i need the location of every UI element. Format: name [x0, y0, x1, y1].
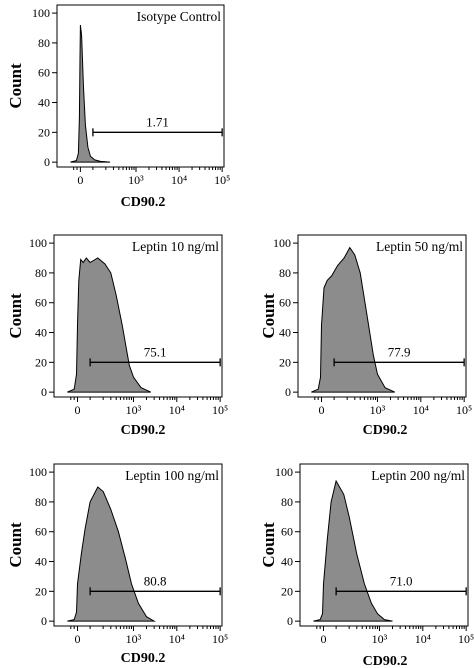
y-tick-label: 0: [41, 614, 47, 628]
y-tick-label: 80: [281, 495, 293, 509]
histogram-panel: 0 20 40 60 80 100 0 10³ 10⁴ 10⁵ 71.0 Leptin 200 ng/…: [259, 463, 474, 668]
x-tick-label: 0: [319, 403, 325, 417]
histogram-area: [67, 257, 151, 393]
gate-percentage: 80.8: [144, 573, 167, 588]
panel-title: Leptin 50 ng/ml: [376, 239, 463, 254]
y-tick-label: 100: [275, 465, 293, 479]
y-tick-label: 0: [285, 385, 291, 399]
plot-frame: [53, 234, 223, 398]
y-tick-label: 20: [279, 355, 291, 369]
x-axis-label: CD90.2: [121, 423, 166, 438]
histogram-panel: 0 20 40 60 80 100 0 10³ 10⁴ 10⁵ 80.8 Leptin 100 ng/…: [6, 463, 228, 666]
y-tick-label: 0: [41, 385, 47, 399]
y-tick-label: 80: [35, 495, 47, 509]
x-tick-label: 10³: [126, 632, 142, 646]
panel-title: Isotype Control: [137, 9, 222, 24]
x-tick-label: 10⁵: [214, 173, 230, 187]
panel-title: Leptin 10 ng/ml: [132, 239, 219, 254]
x-tick-label: 10⁵: [456, 403, 472, 417]
histogram-area: [70, 24, 111, 163]
panel-title: Leptin 100 ng/ml: [125, 468, 219, 483]
plot-frame: [56, 4, 225, 168]
y-axis-label: Count: [6, 63, 25, 109]
histogram-panel: 0 20 40 60 80 100 0 10³ 10⁴ 10⁵ 77.9 Leptin 50 ng/m…: [259, 234, 472, 438]
y-tick-label: 100: [32, 6, 50, 20]
gate-percentage: 1.71: [146, 114, 169, 129]
y-tick-label: 100: [29, 465, 47, 479]
x-tick-label: 10⁴: [171, 173, 187, 187]
x-tick-label: 10⁴: [169, 632, 185, 646]
x-tick-label: 10³: [372, 632, 388, 646]
x-tick-label: 10⁴: [413, 403, 429, 417]
histogram-area: [311, 246, 395, 393]
histogram-panel: 0 20 40 60 80 100 0 10³ 10⁴ 10⁵ 75.1 Leptin 10 ng/m…: [6, 234, 228, 438]
y-tick-label: 20: [35, 584, 47, 598]
y-tick-label: 0: [287, 614, 293, 628]
y-tick-label: 40: [38, 96, 50, 110]
x-tick-label: 10³: [126, 403, 142, 417]
y-tick-label: 100: [29, 236, 47, 250]
x-axis-label: CD90.2: [121, 651, 166, 666]
y-axis-label: Count: [6, 522, 25, 568]
y-tick-label: 0: [44, 155, 50, 169]
y-tick-label: 60: [35, 296, 47, 310]
histogram-area: [313, 479, 393, 622]
x-tick-label: 10³: [370, 403, 386, 417]
histogram-panel: 0 20 40 60 80 100 0 10³ 10⁴ 10⁵ 1.71 Isotype Contro…: [6, 4, 230, 210]
y-axis-label: Count: [259, 293, 278, 339]
y-tick-label: 60: [281, 525, 293, 539]
y-tick-label: 80: [38, 36, 50, 50]
x-tick-label: 0: [77, 173, 83, 187]
y-tick-label: 60: [38, 66, 50, 80]
x-tick-label: 10⁵: [212, 403, 228, 417]
y-axis-label: Count: [6, 293, 25, 339]
x-tick-label: 0: [75, 632, 81, 646]
y-tick-label: 40: [281, 555, 293, 569]
plot-frame: [297, 234, 467, 398]
x-axis-label: CD90.2: [363, 654, 408, 668]
gate-percentage: 77.9: [388, 344, 411, 359]
y-tick-label: 40: [279, 326, 291, 340]
y-axis-label: Count: [259, 522, 278, 568]
y-tick-label: 60: [279, 296, 291, 310]
x-tick-label: 0: [321, 632, 327, 646]
y-tick-label: 40: [35, 555, 47, 569]
y-tick-label: 100: [273, 236, 291, 250]
plot-frame: [53, 463, 223, 627]
y-tick-label: 20: [35, 355, 47, 369]
x-tick-label: 10⁴: [169, 403, 185, 417]
x-tick-label: 0: [75, 403, 81, 417]
x-tick-label: 10⁵: [458, 632, 474, 646]
x-axis-label: CD90.2: [363, 423, 408, 438]
gate-percentage: 75.1: [144, 344, 167, 359]
y-tick-label: 60: [35, 525, 47, 539]
y-tick-label: 80: [279, 266, 291, 280]
x-tick-label: 10⁴: [415, 632, 431, 646]
x-tick-label: 10⁵: [212, 632, 228, 646]
x-tick-label: 10³: [128, 173, 144, 187]
y-tick-label: 20: [281, 584, 293, 598]
x-axis-label: CD90.2: [121, 195, 166, 210]
plot-frame: [299, 463, 469, 627]
histogram-area: [67, 486, 156, 622]
y-tick-label: 80: [35, 266, 47, 280]
y-tick-label: 40: [35, 326, 47, 340]
gate-percentage: 71.0: [390, 573, 413, 588]
y-tick-label: 20: [38, 125, 50, 139]
panel-title: Leptin 200 ng/ml: [371, 468, 465, 483]
